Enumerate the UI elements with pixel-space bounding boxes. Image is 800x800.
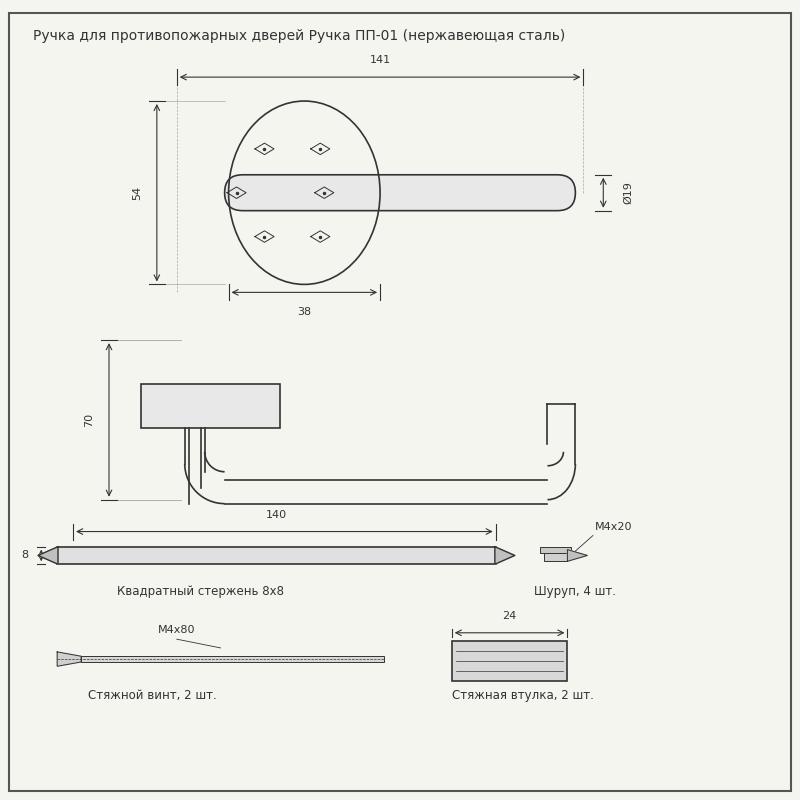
Polygon shape [495, 546, 515, 564]
Text: М4х20: М4х20 [595, 522, 633, 531]
Text: 24: 24 [502, 611, 517, 621]
Text: Ø19: Ø19 [623, 182, 634, 204]
Text: Шуруп, 4 шт.: Шуруп, 4 шт. [534, 585, 616, 598]
Bar [57, 546, 496, 564]
Text: Стяжная втулка, 2 шт.: Стяжная втулка, 2 шт. [452, 689, 594, 702]
FancyBboxPatch shape [225, 174, 575, 210]
Bar [452, 641, 567, 681]
Polygon shape [57, 652, 81, 666]
Bar [141, 384, 281, 428]
Text: Ручка для противопожарных дверей Ручка ПП-01 (нержавеющая сталь): Ручка для противопожарных дверей Ручка П… [34, 30, 566, 43]
Text: 70: 70 [84, 413, 94, 427]
Text: 140: 140 [266, 510, 287, 519]
Bar [539, 546, 571, 553]
Text: 141: 141 [370, 55, 390, 65]
Bar [543, 550, 567, 562]
Text: М4х80: М4х80 [158, 625, 195, 635]
Text: Стяжной винт, 2 шт.: Стяжной винт, 2 шт. [89, 689, 218, 702]
Text: 38: 38 [298, 306, 311, 317]
Polygon shape [567, 550, 587, 562]
Text: Квадратный стержень 8х8: Квадратный стержень 8х8 [117, 585, 284, 598]
Bar [81, 656, 384, 662]
Text: 54: 54 [132, 186, 142, 200]
Polygon shape [38, 546, 58, 564]
Text: 8: 8 [22, 550, 29, 561]
